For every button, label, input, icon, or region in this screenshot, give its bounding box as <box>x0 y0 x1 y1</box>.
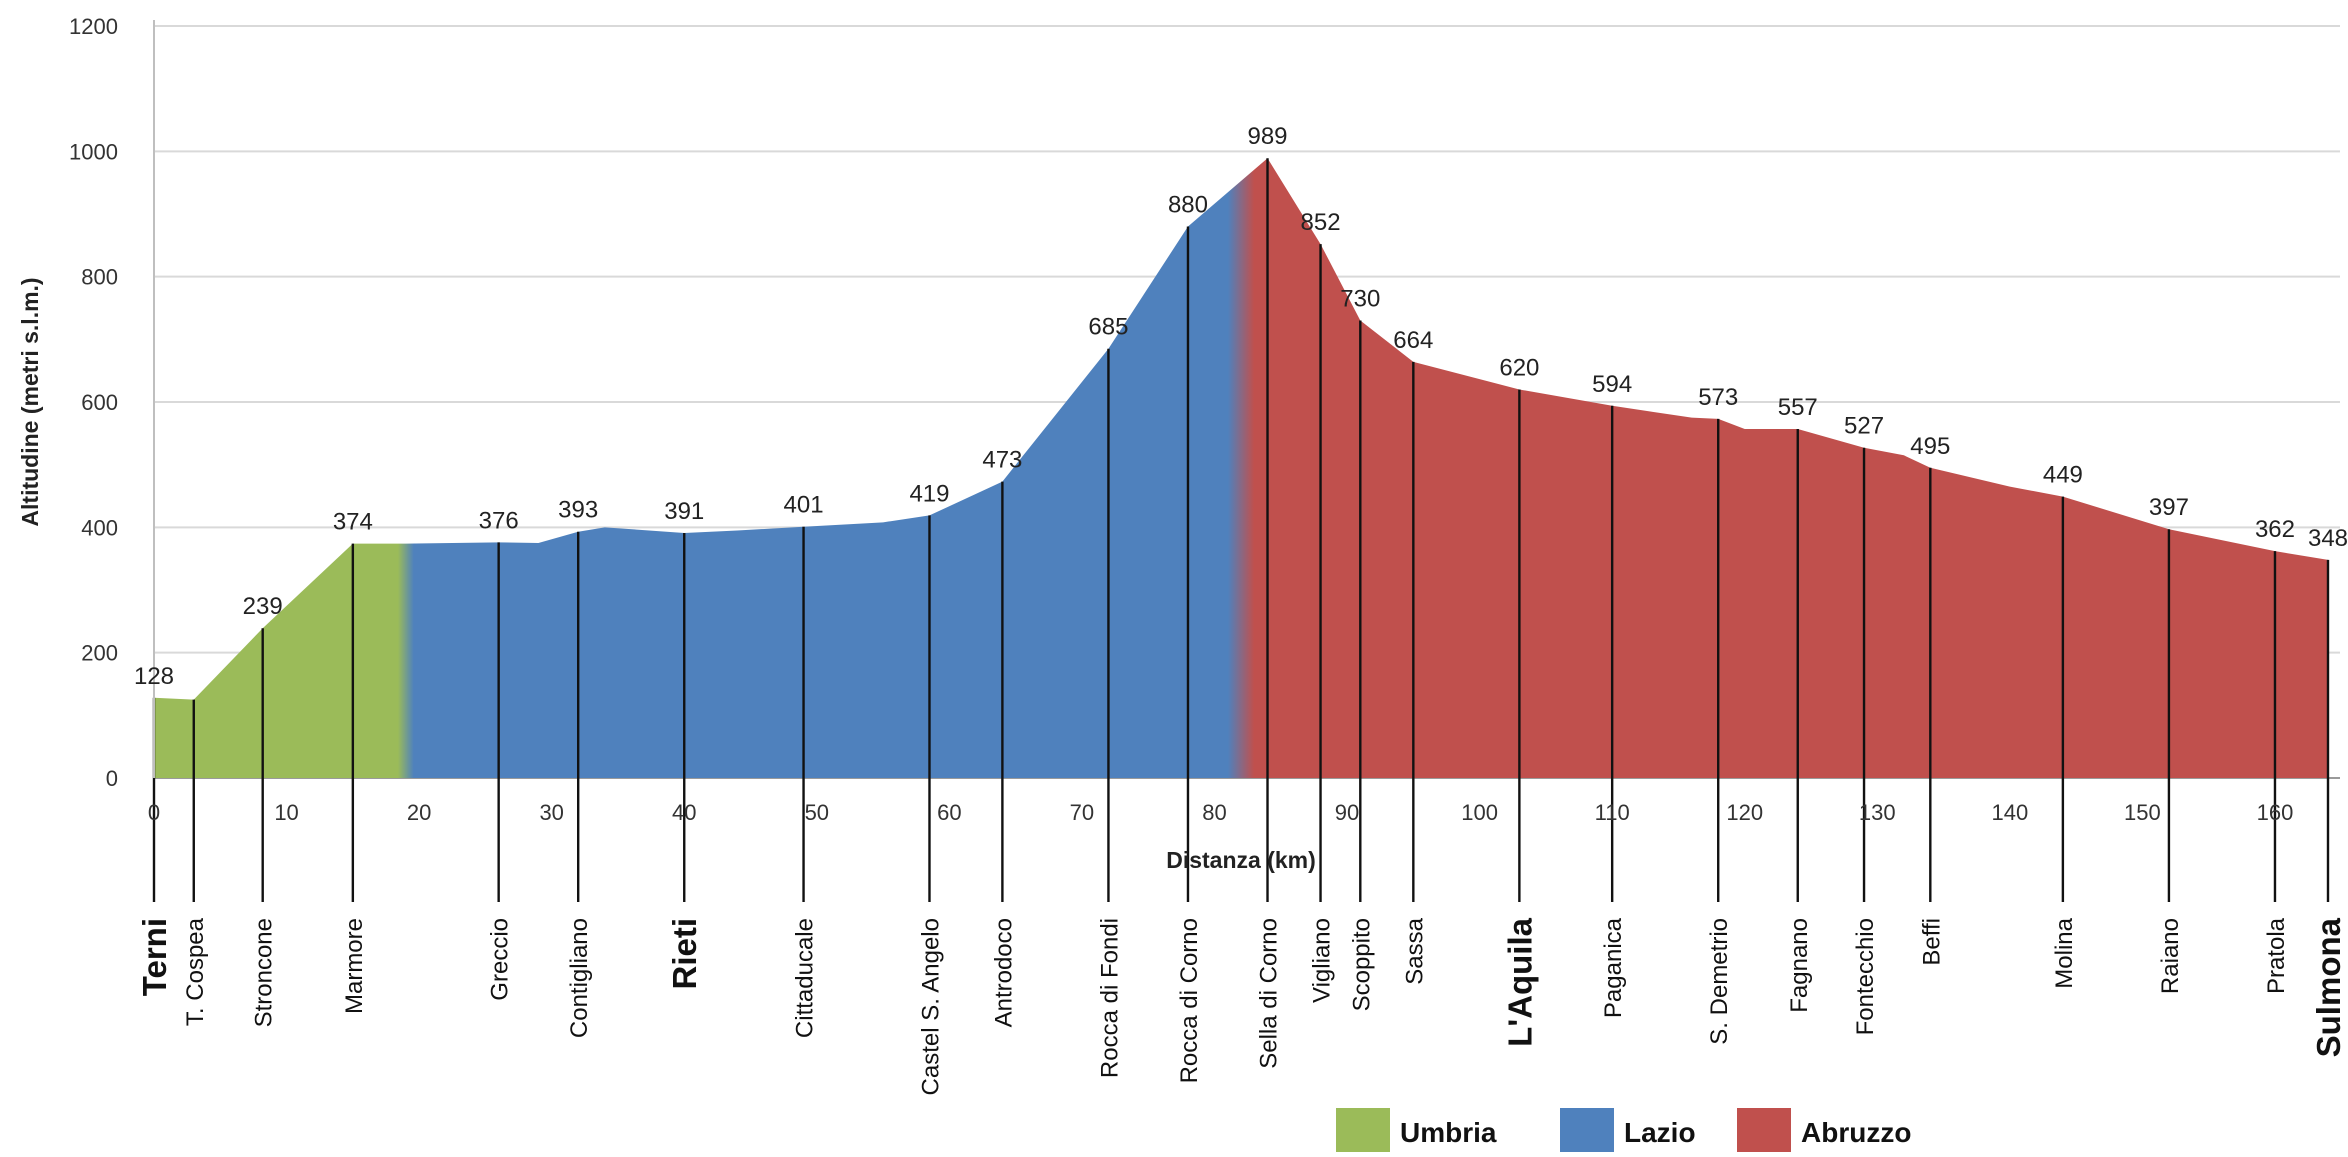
profile-area <box>154 158 2328 778</box>
place-label: Antrodoco <box>990 918 1017 1027</box>
y-tick-label: 0 <box>106 766 118 791</box>
x-tick-label: 20 <box>407 800 431 825</box>
legend-label: Lazio <box>1624 1117 1696 1148</box>
place-label: Molina <box>2051 917 2078 988</box>
x-tick-label: 30 <box>539 800 563 825</box>
place-label: L'Aquila <box>1501 917 1538 1046</box>
legend-label: Umbria <box>1400 1117 1497 1148</box>
place-label: Contigliano <box>566 918 593 1038</box>
value-label: 239 <box>243 593 283 620</box>
x-tick-label: 60 <box>937 800 961 825</box>
value-label: 128 <box>134 663 174 690</box>
legend-swatch <box>1737 1108 1791 1152</box>
place-label: Sassa <box>1401 917 1428 984</box>
value-label: 449 <box>2043 462 2083 489</box>
value-label: 685 <box>1088 314 1128 341</box>
y-tick-label: 400 <box>81 515 118 540</box>
place-label: Greccio <box>487 918 514 1001</box>
x-tick-label: 70 <box>1070 800 1094 825</box>
x-tick-label: 80 <box>1202 800 1226 825</box>
value-label: 573 <box>1698 384 1738 411</box>
legend-swatch <box>1560 1108 1614 1152</box>
y-axis-label: Altitudine (metri s.l.m.) <box>17 277 43 526</box>
place-label: Fagnano <box>1786 918 1813 1013</box>
place-label: Stroncone <box>251 918 278 1027</box>
place-label: Beffi <box>1918 918 1945 966</box>
place-label: Raiano <box>2157 918 2184 994</box>
value-label: 376 <box>479 507 519 534</box>
value-label: 557 <box>1778 394 1818 421</box>
place-label: Cittaducale <box>792 918 819 1038</box>
place-label: T. Cospea <box>182 917 209 1026</box>
x-tick-label: 0 <box>148 800 160 825</box>
x-tick-label: 140 <box>1991 800 2028 825</box>
value-label: 527 <box>1844 413 1884 440</box>
x-tick-label: 130 <box>1859 800 1896 825</box>
x-tick-label: 40 <box>672 800 696 825</box>
value-label: 664 <box>1393 327 1433 354</box>
value-label: 620 <box>1499 354 1539 381</box>
place-label: Rieti <box>666 918 703 990</box>
value-label: 397 <box>2149 494 2189 521</box>
x-axis: 0 10 20 30 40 50 60 70 80 90 100 110 120 130 140 150 160 <box>148 800 2293 825</box>
value-label: 473 <box>982 447 1022 474</box>
legend-swatch <box>1336 1108 1390 1152</box>
value-label: 594 <box>1592 371 1632 398</box>
place-label: Sulmona <box>2310 917 2347 1057</box>
place-label: Fontecchio <box>1852 918 1879 1035</box>
place-label: Paganica <box>1600 917 1627 1018</box>
place-label: Castel S. Angelo <box>917 918 944 1095</box>
place-labels: Terni T. Cospea Stroncone Marmore Greccio Con… <box>136 917 2347 1095</box>
y-tick-label: 1000 <box>69 139 118 164</box>
place-label: Sella di Corno <box>1256 918 1283 1069</box>
value-label: 393 <box>558 497 598 524</box>
x-tick-label: 90 <box>1335 800 1359 825</box>
elevation-area <box>154 158 2328 778</box>
place-label: S. Demetrio <box>1706 918 1733 1045</box>
value-label: 348 <box>2308 525 2348 552</box>
value-label: 391 <box>664 498 704 525</box>
place-label: Rocca di Fondi <box>1096 918 1123 1078</box>
value-label: 989 <box>1247 123 1287 150</box>
place-label: Scoppito <box>1348 918 1375 1011</box>
legend: Umbria Lazio Abruzzo <box>1336 1108 1911 1152</box>
value-label: 495 <box>1910 433 1950 460</box>
value-label: 401 <box>784 492 824 519</box>
value-label: 374 <box>333 509 373 536</box>
y-tick-label: 1200 <box>69 14 118 39</box>
value-label: 730 <box>1340 286 1380 313</box>
x-tick-label: 100 <box>1461 800 1498 825</box>
y-tick-label: 800 <box>81 265 118 290</box>
x-tick-label: 160 <box>2257 800 2294 825</box>
place-label: Pratola <box>2263 917 2290 994</box>
value-label: 419 <box>909 480 949 507</box>
place-label: Terni <box>136 918 173 996</box>
place-label: Marmore <box>341 918 368 1014</box>
x-tick-label: 120 <box>1726 800 1763 825</box>
legend-label: Abruzzo <box>1801 1117 1911 1148</box>
x-axis-label: Distanza (km) <box>1166 847 1316 873</box>
place-drop-lines <box>152 158 2330 902</box>
x-tick-label: 110 <box>1595 800 1630 825</box>
place-label: Rocca di Corno <box>1176 918 1203 1083</box>
place-label: Vigliano <box>1309 918 1336 1003</box>
x-tick-label: 10 <box>274 800 298 825</box>
value-labels: 128 239 374 376 393 391 401 419 473 685 880 989 852 7… <box>134 123 2348 690</box>
y-tick-label: 200 <box>81 641 118 666</box>
y-axis: 0 200 400 600 800 1000 1200 <box>69 14 155 791</box>
x-tick-label: 50 <box>805 800 829 825</box>
value-label: 852 <box>1301 209 1341 236</box>
x-tick-label: 150 <box>2124 800 2161 825</box>
y-tick-label: 600 <box>81 390 118 415</box>
value-label: 362 <box>2255 516 2295 543</box>
value-label: 880 <box>1168 192 1208 219</box>
